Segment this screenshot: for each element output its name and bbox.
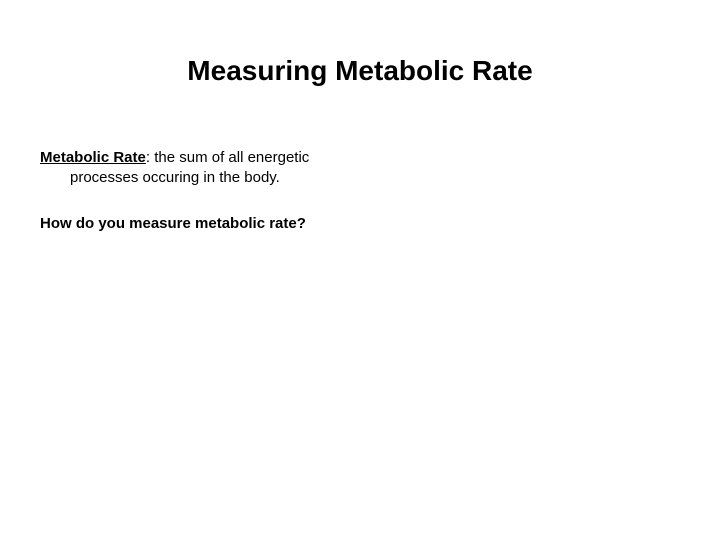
definition-term: Metabolic Rate (40, 149, 146, 166)
definition-line-1: Metabolic Rate: the sum of all energetic (40, 148, 400, 168)
definition-text-line2: processes occuring in the body. (40, 168, 400, 188)
content-block: Metabolic Rate: the sum of all energetic… (40, 148, 400, 232)
definition-text-line1: the sum of all energetic (154, 149, 309, 166)
slide-title: Measuring Metabolic Rate (0, 55, 720, 87)
definition-separator: : (146, 149, 154, 166)
question-line: How do you measure metabolic rate? (40, 215, 400, 232)
